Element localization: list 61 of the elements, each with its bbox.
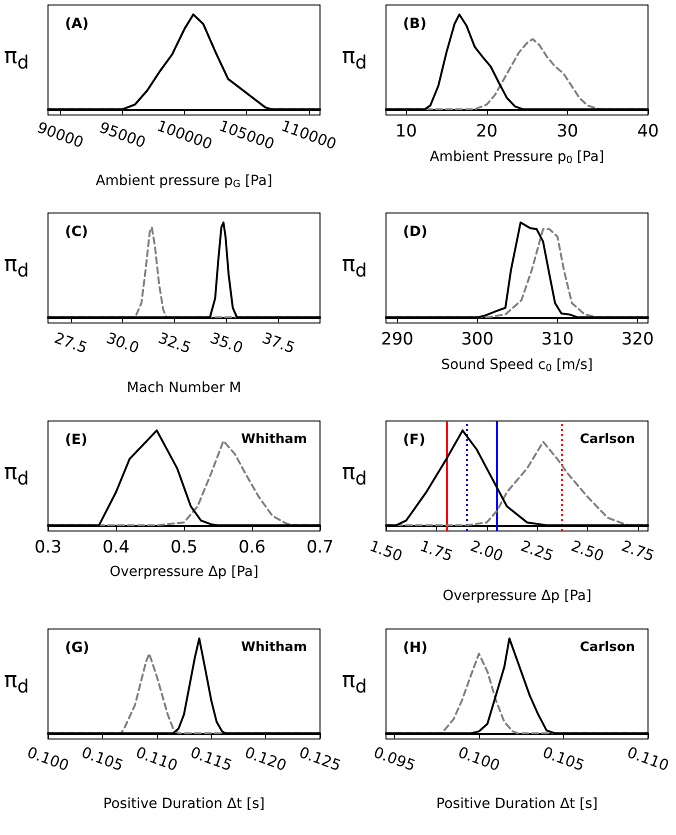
y-axis-title: π$_{d}$ (4, 668, 29, 698)
chart-title: (C) (65, 224, 88, 240)
x-tick-label: 0.105 (540, 743, 587, 775)
x-tick-label: 32.5 (156, 328, 194, 358)
x-tick-label: 40 (637, 122, 659, 142)
x-tick-label: 0.110 (134, 743, 180, 775)
x-tick-label: 0.100 (456, 743, 502, 775)
x-tick-label: 30 (556, 122, 578, 142)
y-axis-title: π$_{d}$ (4, 252, 29, 282)
x-tick-label: 0.3 (34, 538, 62, 558)
x-tick-label: 0.4 (102, 538, 130, 558)
x-axis-title: Overpressure Δp [Pa] (110, 564, 258, 580)
chart-title: (A) (65, 16, 89, 32)
y-axis-title: π$_{d}$ (342, 668, 367, 698)
x-tick-label: 0.110 (624, 743, 672, 775)
x-tick-label: 300 (461, 330, 494, 350)
x-tick-label: 0.6 (238, 538, 266, 558)
chart-title: (D) (403, 224, 428, 240)
x-tick-label: 37.5 (260, 328, 298, 358)
x-tick-label: 0.115 (188, 743, 234, 775)
x-tick-label: 1.75 (418, 536, 456, 566)
x-tick-label: 0.105 (79, 743, 126, 775)
x-tick-label: 0.100 (24, 743, 72, 775)
x-tick-label: 10 (395, 122, 417, 142)
chart-title: (F) (403, 432, 426, 448)
chart-title: (E) (65, 432, 88, 448)
x-axis-title: Overpressure Δp [Pa] (442, 588, 592, 604)
x-tick-label: 90000 (34, 118, 86, 152)
x-axis-title: Positive Duration Δt [s] (103, 796, 265, 812)
x-tick-label: 0.125 (296, 743, 344, 775)
x-tick-label: 0.095 (371, 743, 418, 775)
y-axis-title: π$_{d}$ (4, 44, 29, 74)
x-tick-label: 2.00 (468, 536, 506, 566)
x-tick-label: 2.50 (568, 536, 606, 566)
x-axis-title: Mach Number M (126, 380, 242, 396)
annotation: Whitham (241, 432, 308, 447)
x-tick-label: 0.7 (306, 538, 334, 558)
x-tick-label: 35.0 (208, 328, 246, 358)
x-tick-label: 290 (380, 330, 414, 350)
chart-title: (H) (403, 640, 428, 656)
x-tick-label: 30.0 (104, 328, 142, 358)
x-tick-label: 0.120 (242, 743, 289, 775)
y-axis-title: π$_{d}$ (342, 460, 367, 490)
x-tick-label: 2.25 (518, 536, 556, 566)
annotation: Whitham (241, 640, 308, 655)
chart-title: (G) (65, 640, 90, 656)
x-tick-label: 320 (621, 330, 654, 350)
y-axis-title: π$_{d}$ (4, 460, 29, 490)
x-tick-label: 27.5 (52, 328, 90, 358)
x-tick-label: 2.75 (619, 536, 657, 566)
chart-title: (B) (403, 16, 426, 32)
x-tick-label: 310 (541, 330, 574, 350)
x-tick-label: 20 (476, 122, 498, 142)
annotation: Carlson (580, 640, 636, 655)
x-tick-label: 1.50 (367, 536, 405, 566)
x-tick-label: 95000 (97, 118, 148, 152)
x-tick-label: 0.5 (170, 538, 198, 558)
y-axis-title: π$_{d}$ (342, 44, 367, 74)
y-axis-title: π$_{d}$ (342, 252, 367, 282)
annotation: Carlson (580, 432, 636, 447)
x-axis-title: Positive Duration Δt [s] (436, 796, 598, 812)
